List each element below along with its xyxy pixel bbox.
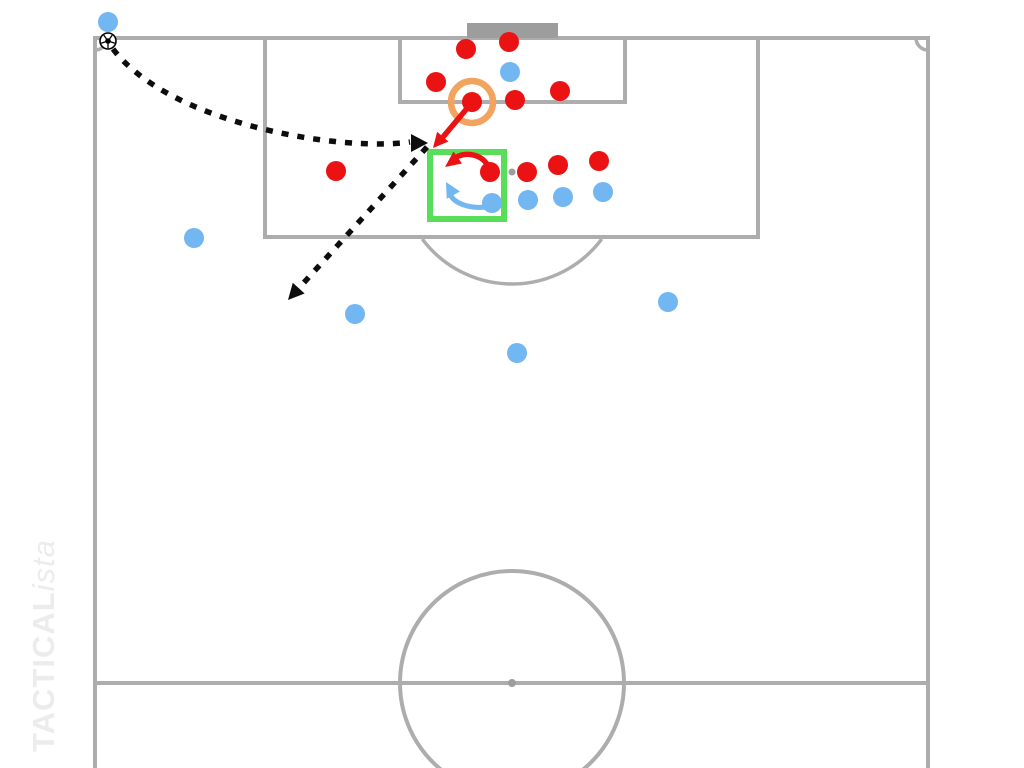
watermark-suffix: ista [26,539,61,592]
blue-swap-arrow-head[interactable] [446,182,460,199]
watermark-brand: TACTICAL [26,591,61,752]
player-red[interactable] [480,162,500,182]
player-blue[interactable] [658,292,678,312]
player-blue[interactable] [593,182,613,202]
player-blue[interactable] [98,12,118,32]
ball-icon[interactable] [99,32,117,50]
player-red[interactable] [456,39,476,59]
penalty-spot [508,168,516,176]
striker-run-arrow[interactable] [440,104,472,139]
player-blue[interactable] [518,190,538,210]
blue-swap-arrow[interactable] [448,194,487,210]
striker-run-arrow-head[interactable] [433,131,449,148]
ball-pentagon [105,38,111,44]
player-blue[interactable] [507,343,527,363]
ball-seam [110,41,116,44]
pitch-outline [93,36,930,768]
player-red[interactable] [426,72,446,92]
corner-delivery-arrow[interactable] [110,47,411,147]
ball-seam [103,34,108,40]
penalty-arc [420,237,604,286]
watermark-logo: TACTICALista [26,539,61,752]
highlight-circle[interactable] [447,77,497,127]
player-blue[interactable] [500,62,520,82]
goal [467,23,558,38]
player-red[interactable] [505,90,525,110]
player-red[interactable] [326,161,346,181]
player-red[interactable] [499,32,519,52]
player-red[interactable] [550,81,570,101]
center-circle [398,569,626,768]
player-blue[interactable] [553,187,573,207]
red-swap-arrow[interactable] [453,151,492,170]
ball-seam [100,41,106,44]
clearance-arrow-head[interactable] [288,282,305,300]
player-red[interactable] [517,162,537,182]
corner-delivery-arrow-head[interactable] [411,134,428,152]
ball-seam [108,34,113,40]
player-red[interactable] [548,155,568,175]
center-spot [508,679,516,687]
player-red[interactable] [589,151,609,171]
corner-arc-right [914,37,929,52]
player-blue[interactable] [482,193,502,213]
clearance-arrow[interactable] [296,145,430,290]
red-swap-arrow-head[interactable] [445,151,462,168]
player-blue[interactable] [345,304,365,324]
player-blue[interactable] [184,228,204,248]
